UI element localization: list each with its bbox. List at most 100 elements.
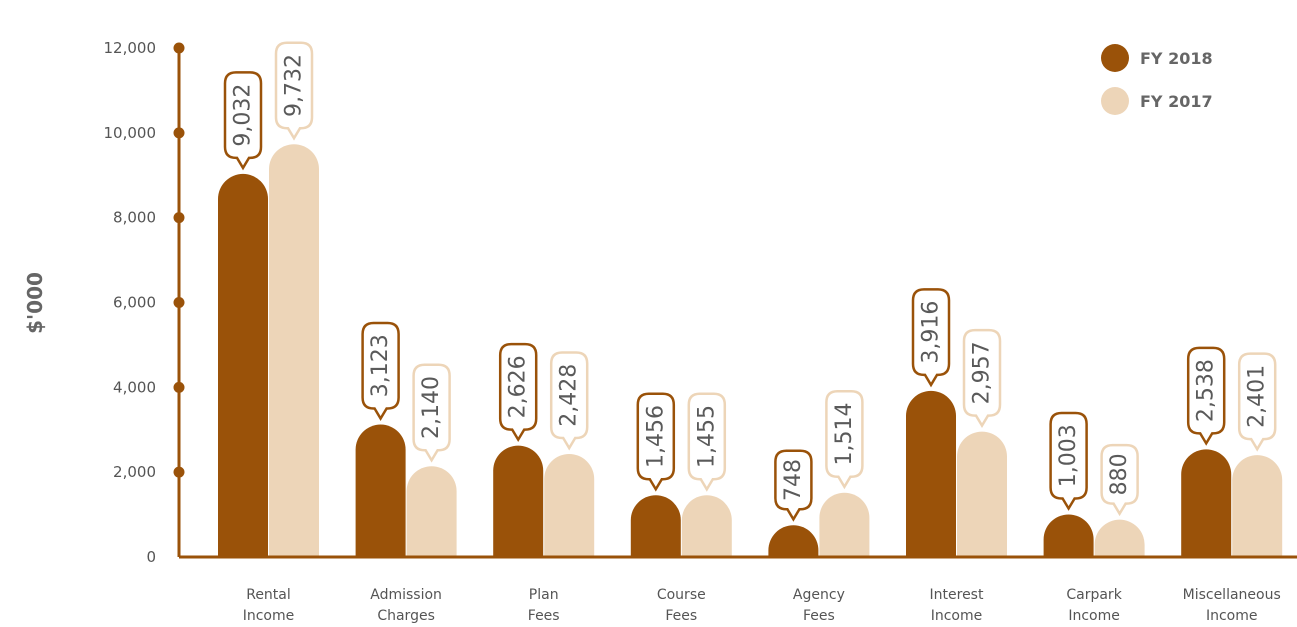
callout-fy2018: 2,626 [498, 342, 538, 443]
bar-fy2018 [218, 173, 268, 557]
callout-bubble [911, 288, 951, 388]
callout-fy2018: 2,538 [1186, 346, 1226, 446]
data-label: 1,455 [694, 405, 719, 468]
data-label: 3,123 [368, 334, 393, 397]
y-tick-dot [173, 466, 185, 478]
x-category-label: Course Fees [657, 587, 706, 624]
callout-bubble [1237, 352, 1277, 452]
callout-fy2018: 1,003 [1049, 411, 1088, 511]
x-category-label: Rental Income [243, 587, 295, 624]
bar-fy2017 [1094, 519, 1145, 557]
y-tick-dot [173, 42, 185, 54]
callout-bubble [549, 351, 589, 451]
callout-fy2018: 1,456 [636, 392, 676, 492]
x-category-line: Income [931, 608, 983, 624]
x-category-line: Plan [529, 587, 559, 603]
data-label: 2,428 [557, 364, 582, 427]
callout-bubble [1186, 346, 1226, 446]
callout-bubble [361, 321, 400, 421]
y-tick-dot [173, 127, 185, 139]
y-tick-label: 6,000 [113, 294, 156, 312]
y-tick-label: 10,000 [104, 124, 157, 142]
callout-bubble [1049, 411, 1088, 511]
x-category-line: Income [1068, 608, 1120, 624]
data-label: 2,957 [970, 341, 995, 404]
callout-fy2017: 9,732 [274, 41, 314, 141]
data-label: 748 [781, 459, 806, 501]
legend-swatch [1101, 87, 1129, 115]
callout-bubble [774, 449, 813, 522]
data-label: 2,401 [1245, 365, 1270, 428]
x-category-label: Plan Fees [528, 587, 560, 624]
x-category-line: Income [243, 608, 295, 624]
callout-bubble [825, 390, 864, 490]
y-tick-dot [173, 212, 185, 224]
y-tick-label: 2,000 [113, 463, 156, 481]
bar-fy2018 [768, 525, 819, 557]
x-category-line: Fees [803, 608, 835, 624]
callout-fy2018: 3,916 [911, 288, 951, 388]
y-tick-label: 4,000 [113, 378, 156, 396]
bar-fy2018 [493, 445, 544, 557]
legend-label: FY 2018 [1140, 49, 1213, 68]
callout-fy2017: 1,514 [825, 390, 864, 490]
x-category-line: Income [1206, 608, 1258, 624]
legend: FY 2018 FY 2017 [1101, 44, 1213, 115]
callout-fy2017: 2,401 [1237, 352, 1277, 452]
x-category-label: Miscellaneous Income [1183, 587, 1281, 624]
y-tick-dot [173, 381, 185, 393]
bar-fy2017 [1232, 455, 1283, 557]
x-category-line: Admission [370, 587, 442, 603]
x-category-line: Course [657, 587, 706, 603]
bar-fy2017 [681, 495, 732, 557]
x-category-line: Fees [528, 608, 560, 624]
callout-fy2017: 2,957 [962, 328, 1002, 429]
y-axis: 0 2,000 4,000 6,000 8,000 10,000 12,000 [104, 39, 185, 566]
callout-bubble [274, 41, 314, 141]
data-label: 1,003 [1056, 424, 1081, 487]
x-category-label: Interest Income [930, 587, 984, 624]
x-category-line: Agency [793, 587, 845, 603]
bar-fy2017 [544, 454, 595, 557]
callout-bubble [962, 328, 1002, 429]
data-label: 1,514 [832, 403, 857, 466]
callout-bubble [687, 392, 727, 492]
y-tick-label: 8,000 [113, 209, 156, 227]
bar-fy2017 [406, 466, 457, 557]
callout-fy2018: 3,123 [361, 321, 400, 421]
data-label: 9,732 [282, 54, 307, 117]
bar-fy2018 [1043, 514, 1094, 557]
bar-fy2018 [906, 390, 956, 557]
callout-fy2017: 1,455 [687, 392, 727, 492]
callout-bubble [498, 342, 538, 443]
data-label: 2,626 [506, 355, 531, 418]
callout-bubble [412, 363, 451, 463]
y-tick-label: 12,000 [104, 39, 157, 57]
callout-fy2017: 2,140 [412, 363, 451, 463]
bars [218, 144, 1283, 558]
x-category-line: Fees [665, 608, 697, 624]
bar-fy2018 [630, 495, 681, 557]
y-tick-dot [173, 297, 185, 308]
x-category-line: Interest [930, 587, 984, 603]
x-category-line: Rental [246, 587, 291, 603]
bar-fy2018 [355, 424, 406, 557]
data-label: 9,032 [231, 84, 256, 147]
bar-fy2017 [269, 144, 319, 558]
callout-bubble [1100, 443, 1139, 517]
bar-fy2018 [1181, 449, 1232, 557]
x-category-line: Charges [377, 608, 435, 624]
data-label: 2,140 [419, 376, 444, 439]
data-label: 880 [1107, 453, 1132, 495]
data-label: 1,456 [643, 405, 668, 468]
callout-fy2017: 2,428 [549, 351, 589, 451]
bar-fy2017 [957, 431, 1007, 557]
x-category-line: Miscellaneous [1183, 587, 1281, 603]
x-category-label: Agency Fees [793, 587, 845, 624]
legend-swatch [1101, 44, 1129, 72]
y-axis-label: $'000 [23, 272, 47, 334]
callout-fy2018: 748 [774, 449, 813, 522]
callout-bubble [223, 71, 263, 171]
